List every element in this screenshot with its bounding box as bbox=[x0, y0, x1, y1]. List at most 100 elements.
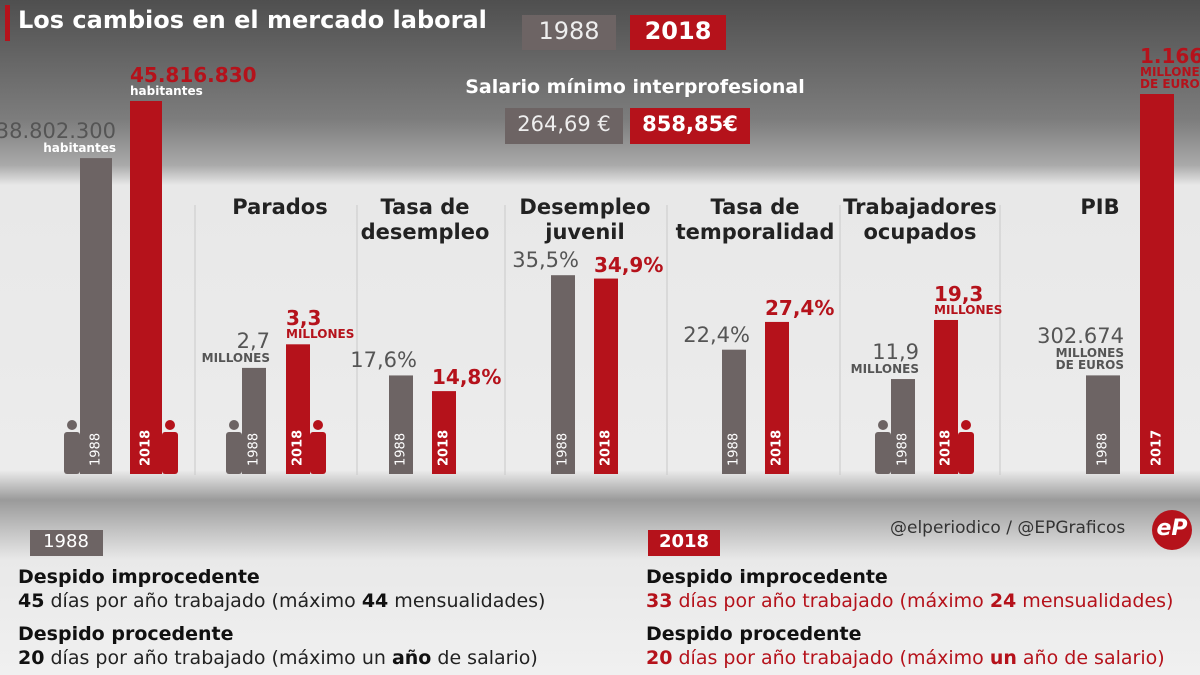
bar bbox=[1140, 94, 1174, 474]
footer-text: 20 días por año trabajado (máximo un año… bbox=[18, 647, 538, 669]
salary-box-2018 bbox=[630, 108, 750, 144]
value-label-group: 45.816.830 habitantes bbox=[130, 65, 257, 97]
value-label: 1.166.319 bbox=[1140, 44, 1200, 68]
category-label: 2018 bbox=[599, 430, 614, 466]
value-label-group: 1.166.319MILLONES DE EUROS bbox=[1140, 46, 1200, 90]
panel-title: PIB bbox=[1080, 195, 1120, 219]
footer-heading: Despido improcedente bbox=[18, 566, 260, 588]
panel-title: Trabajadores ocupados bbox=[843, 195, 997, 244]
bar bbox=[432, 391, 456, 474]
unit-label: habitantes bbox=[130, 84, 203, 98]
unit-label: MILLONES bbox=[850, 362, 919, 377]
title: Los cambios en el mercado laboral bbox=[18, 6, 487, 34]
value-label-group: 11,9 MILLONES bbox=[809, 340, 919, 377]
unit-label: habitantes bbox=[43, 141, 116, 156]
value-label-group: 302.674 MILLONES DE EUROS bbox=[1037, 324, 1124, 373]
value-label: 302.674 bbox=[1037, 324, 1124, 349]
category-label: 1988 bbox=[247, 433, 262, 466]
bar bbox=[130, 101, 162, 474]
value-label-group: 22,4% bbox=[683, 322, 750, 347]
bar bbox=[765, 321, 789, 474]
footer-text-part: año de salario) bbox=[1016, 647, 1165, 669]
value-label-group: 17,6% bbox=[350, 350, 417, 371]
footer-text: 20 días por año trabajado (máximo un año… bbox=[646, 647, 1165, 669]
category-label: 1988 bbox=[1096, 433, 1111, 466]
footer-text-part: 44 bbox=[361, 590, 389, 612]
bar bbox=[934, 319, 958, 474]
footer-tag-2018 bbox=[648, 530, 720, 556]
salary-value: 264,69 € bbox=[517, 112, 611, 136]
category-label: 1988 bbox=[727, 433, 742, 466]
footer-text-part: 33 bbox=[646, 590, 673, 612]
footer-text-part: 20 bbox=[646, 647, 673, 669]
unit-label: MILLONES DE EUROS bbox=[1055, 346, 1124, 373]
footer-text-part: días por año trabajado (máximo bbox=[672, 590, 990, 612]
bar bbox=[242, 367, 266, 474]
credit: @elperiodico / @EPGraficos bbox=[890, 518, 1126, 538]
footer-text-part: año bbox=[391, 647, 432, 669]
value-label-group: 38.802.300 habitantes bbox=[0, 119, 116, 156]
title-accent bbox=[5, 5, 10, 41]
value-label: 45.816.830 bbox=[130, 63, 257, 87]
panel-title: Tasa de temporalidad bbox=[675, 195, 835, 244]
unit-label: MILLONES bbox=[934, 303, 1003, 317]
value-label: 19,3 bbox=[934, 282, 984, 306]
footer-year: 1988 bbox=[43, 531, 89, 552]
bar bbox=[286, 344, 310, 474]
value-label: 14,8% bbox=[432, 365, 502, 390]
dividers bbox=[194, 205, 1001, 475]
unit-label: MILLONES bbox=[201, 350, 270, 365]
unit-label: MILLONES bbox=[286, 327, 355, 342]
tab-2018 bbox=[630, 15, 726, 50]
category-label: 2018 bbox=[770, 430, 785, 466]
footer-text-part: días por año trabajado (máximo bbox=[44, 590, 362, 612]
value-label-group: 34,9% bbox=[594, 255, 663, 275]
footer-heading: Despido procedente bbox=[18, 623, 234, 645]
value-label-group: 2,7 MILLONES bbox=[160, 328, 270, 365]
footer-text-part: 45 bbox=[18, 590, 45, 612]
bar bbox=[80, 158, 112, 474]
tab-1988 bbox=[522, 15, 616, 50]
footer-text-part: días por año trabajado (máximo bbox=[672, 647, 990, 669]
footer-heading: Despido procedente bbox=[646, 623, 862, 645]
logo: eP bbox=[1156, 516, 1188, 541]
value-label: 2,7 bbox=[236, 328, 270, 353]
bar bbox=[594, 278, 618, 474]
value-label: 38.802.300 bbox=[0, 119, 116, 144]
bar bbox=[891, 379, 915, 474]
category-label: 2017 bbox=[1150, 430, 1165, 466]
tab-label: 1988 bbox=[538, 17, 600, 45]
footer-text-part: mensualidades) bbox=[388, 590, 546, 612]
footer-text-part: 24 bbox=[989, 590, 1017, 612]
category-label: 1988 bbox=[394, 433, 409, 466]
category-label: 2018 bbox=[939, 430, 954, 466]
bar bbox=[1086, 375, 1120, 474]
value-label: 34,9% bbox=[594, 252, 664, 277]
value-label: 11,9 bbox=[872, 340, 919, 365]
value-label-group: 19,3 MILLONES bbox=[934, 284, 1044, 316]
tab-label: 2018 bbox=[644, 17, 712, 45]
value-label: 27,4% bbox=[765, 295, 835, 320]
panel-title: Tasa de desempleo bbox=[360, 195, 490, 244]
footer-tag-1988 bbox=[30, 530, 103, 556]
salary-label: Salario mínimo interprofesional bbox=[465, 76, 805, 98]
panel-title: Desempleo juvenil bbox=[519, 195, 651, 244]
value-label-group: 27,4% bbox=[765, 298, 834, 318]
footer-text-part: de salario) bbox=[431, 647, 538, 669]
person-icons-red bbox=[162, 420, 974, 474]
footer-text-part: días por año trabajado (máximo un bbox=[44, 647, 392, 669]
unit-label: MILLONES DE EUROS bbox=[1140, 65, 1200, 91]
person-icons bbox=[64, 420, 891, 474]
category-label: 2018 bbox=[139, 430, 154, 466]
value-label: 3,3 bbox=[286, 306, 322, 331]
footer-text-part: un bbox=[989, 647, 1017, 669]
bar bbox=[551, 275, 575, 474]
category-label: 2018 bbox=[291, 430, 306, 466]
salary-value: 858,85€ bbox=[642, 112, 738, 136]
value-label: 22,4% bbox=[683, 322, 750, 347]
bar bbox=[389, 375, 413, 474]
footer-text-part: mensualidades) bbox=[1016, 590, 1174, 612]
category-label: 1988 bbox=[556, 433, 571, 466]
category-label: 2018 bbox=[437, 430, 452, 466]
